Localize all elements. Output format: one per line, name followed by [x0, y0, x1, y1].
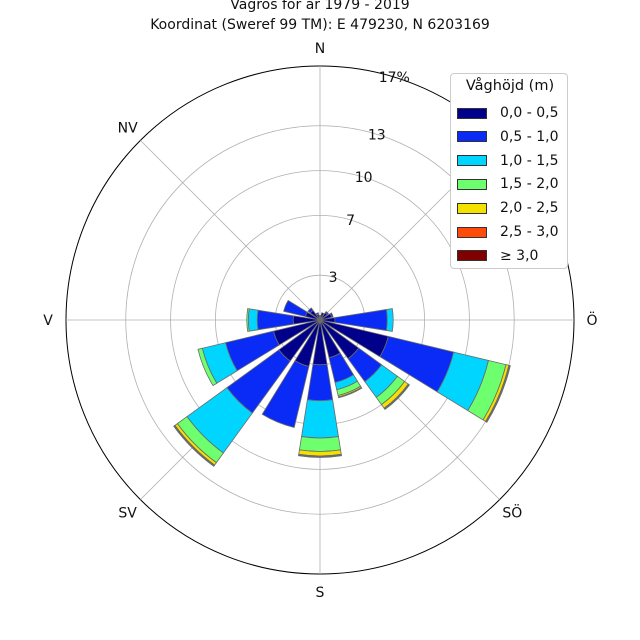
chart-subtitle: Koordinat (Sweref 99 TM): E 479230, N 62…: [150, 17, 490, 33]
rose-bar-Ö-2: [385, 308, 394, 332]
radial-tick-label: 10: [355, 170, 373, 186]
rose-bar-SSV-1: [261, 360, 310, 428]
legend-label: 1,5 - 2,0: [500, 176, 559, 193]
legend: Våghöjd (m) 0,0 - 0,5 0,5 - 1,0 1,0 - 1,5 1…: [450, 73, 568, 269]
rose-bar-ÖSÖ-6: [485, 365, 511, 423]
grid-spoke: [140, 140, 321, 321]
radial-tick-label: 13: [368, 127, 386, 143]
legend-swatch: [457, 131, 487, 143]
legend-label: 1,0 - 1,5: [500, 152, 559, 169]
rose-bar-S-6: [298, 454, 342, 458]
legend-swatch: [457, 250, 487, 262]
rose-bar-SÖ-6: [383, 383, 411, 411]
rose-bar-V-3: [246, 308, 250, 332]
direction-label: N: [315, 41, 325, 57]
direction-label: SÖ: [502, 503, 522, 521]
legend-label: 0,0 - 0,5: [500, 105, 559, 121]
rose-bar-SSÖ-6: [338, 386, 363, 399]
legend-label: 0,5 - 1,0: [500, 128, 559, 145]
rose-bar-V-2: [247, 308, 259, 332]
rose-bar-NNV-1: [315, 312, 320, 316]
legend-item: 0,0 - 0,5: [457, 103, 558, 123]
legend-item: ≥ 3,0: [457, 246, 538, 266]
legend-item: 2,0 - 2,5: [457, 198, 558, 218]
legend-item: 2,5 - 3,0: [457, 222, 558, 242]
radial-tick-label: 3: [329, 270, 338, 286]
rose-bar-SV-6: [173, 425, 215, 467]
rose-bar-NÖ-1: [324, 310, 330, 316]
rose-bar-VSV-3: [197, 347, 218, 387]
legend-title: Våghöjd (m): [465, 78, 555, 94]
chart-title: Vågros för år 1979 - 2019: [230, 0, 410, 13]
direction-label: SV: [118, 505, 137, 521]
rose-bar-ÖNÖ-1: [329, 312, 334, 318]
legend-label: ≥ 3,0: [500, 247, 539, 264]
legend-swatch: [457, 202, 487, 214]
direction-label: V: [43, 313, 53, 329]
rose-bar-V-1: [256, 309, 294, 331]
rose-bar-S-2: [301, 399, 339, 439]
direction-label: Ö: [586, 311, 597, 329]
direction-label: S: [316, 585, 325, 601]
rose-bar-NV-1: [307, 307, 314, 314]
legend-swatch: [457, 155, 487, 167]
legend-label: 2,5 - 3,0: [500, 224, 559, 240]
rose-bar-S-1: [306, 363, 334, 402]
legend-swatch: [457, 107, 487, 119]
legend-item: 1,5 - 2,0: [457, 174, 558, 194]
legend-swatch: [457, 226, 487, 238]
radial-tick-label: 7: [346, 213, 355, 229]
direction-label: NV: [118, 121, 138, 137]
rose-bar-VNV-1: [283, 299, 308, 317]
legend-label: 2,0 - 2,5: [500, 200, 559, 217]
legend-swatch: [457, 178, 487, 190]
legend-item: 0,5 - 1,0: [457, 127, 558, 147]
legend-item: 1,0 - 1,5: [457, 151, 558, 171]
radial-tick-label: 17%: [379, 70, 410, 86]
rose-bar-S-3: [298, 436, 342, 452]
